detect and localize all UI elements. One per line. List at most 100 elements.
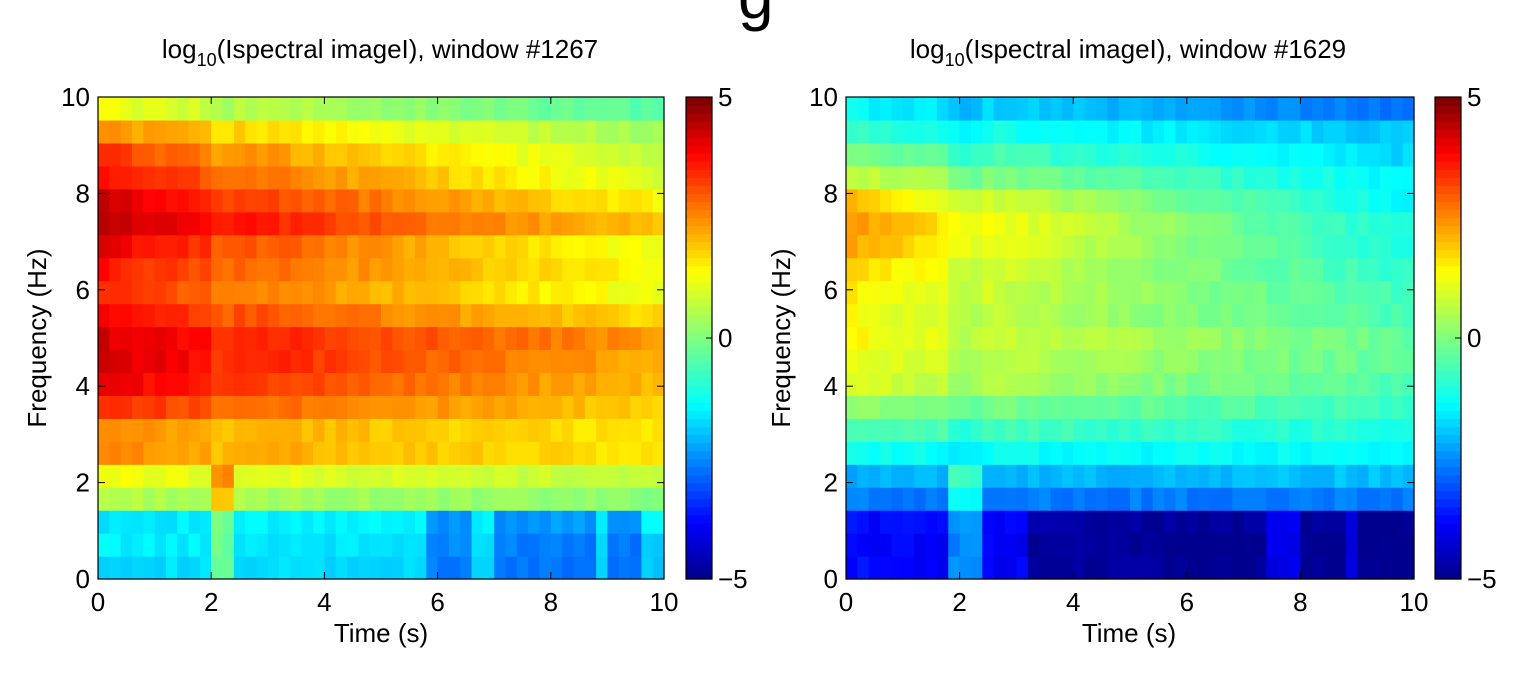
heatmap-cell bbox=[1039, 165, 1052, 190]
heatmap-cell bbox=[177, 97, 190, 121]
heatmap-cell bbox=[1368, 441, 1381, 465]
heatmap-cell bbox=[1334, 165, 1347, 190]
heatmap-cell bbox=[1027, 97, 1040, 121]
heatmap-cell bbox=[131, 395, 144, 419]
heatmap-cell bbox=[211, 280, 224, 305]
heatmap-cell bbox=[652, 97, 665, 121]
heatmap-cell bbox=[143, 165, 156, 190]
chart-title: log10(Ispectral imageI), window #1267 bbox=[162, 34, 598, 70]
heatmap-cell bbox=[528, 533, 541, 557]
heatmap-cell bbox=[505, 372, 518, 396]
x-axis-label: Time (s) bbox=[1082, 618, 1176, 648]
heatmap-cell bbox=[1311, 234, 1324, 259]
heatmap-cell bbox=[347, 303, 359, 328]
heatmap-cell bbox=[437, 119, 450, 144]
heatmap-cell bbox=[211, 441, 224, 465]
heatmap-cell bbox=[324, 441, 337, 465]
heatmap-cell bbox=[335, 165, 348, 190]
heatmap-cell bbox=[1334, 510, 1347, 534]
heatmap-cell bbox=[891, 188, 904, 213]
heatmap-cell bbox=[1323, 533, 1336, 557]
heatmap-cell bbox=[868, 165, 881, 190]
heatmap-cell bbox=[607, 211, 620, 236]
heatmap-cell bbox=[426, 97, 439, 121]
heatmap-cell bbox=[256, 119, 269, 144]
heatmap-cell bbox=[562, 349, 575, 374]
heatmap-cell bbox=[414, 418, 427, 442]
heatmap-cell bbox=[1073, 165, 1086, 190]
heatmap-cell bbox=[1379, 257, 1392, 282]
heatmap-cell bbox=[256, 464, 269, 488]
heatmap-cell bbox=[211, 556, 224, 580]
heatmap-cell bbox=[868, 510, 881, 534]
heatmap-cell bbox=[290, 349, 303, 374]
heatmap-cell bbox=[1039, 326, 1052, 351]
heatmap-cell bbox=[607, 441, 620, 465]
heatmap-cell bbox=[618, 165, 631, 190]
heatmap-cell bbox=[279, 556, 292, 580]
heatmap-cell bbox=[347, 395, 359, 419]
heatmap-cell bbox=[1152, 372, 1165, 396]
heatmap-cell bbox=[482, 395, 495, 419]
heatmap-cell bbox=[652, 464, 665, 488]
heatmap-cell bbox=[131, 418, 144, 442]
heatmap-cell bbox=[630, 556, 642, 580]
heatmap-cell bbox=[279, 464, 292, 488]
heatmap-cell bbox=[1141, 441, 1154, 465]
heatmap-cell bbox=[914, 165, 927, 190]
heatmap-cell bbox=[562, 556, 575, 580]
heatmap-cell bbox=[1345, 119, 1358, 144]
heatmap-cell bbox=[1073, 395, 1086, 419]
heatmap-cell bbox=[1209, 487, 1222, 511]
heatmap-cell bbox=[1209, 326, 1222, 351]
heatmap-cell bbox=[1402, 234, 1415, 259]
heatmap-cell bbox=[1311, 303, 1324, 328]
heatmap-cell bbox=[211, 234, 224, 259]
heatmap-cell bbox=[1050, 464, 1063, 488]
heatmap-cell bbox=[267, 211, 280, 236]
heatmap-cell bbox=[970, 510, 983, 534]
heatmap-cell bbox=[177, 487, 190, 511]
colorbar-segment bbox=[1435, 265, 1461, 275]
heatmap-cell bbox=[857, 349, 870, 374]
heatmap-cell bbox=[347, 441, 359, 465]
heatmap-cell bbox=[1289, 533, 1301, 557]
heatmap-cell bbox=[1345, 97, 1358, 121]
heatmap-cell bbox=[1186, 234, 1199, 259]
heatmap-cell bbox=[1164, 556, 1177, 580]
heatmap-cell bbox=[381, 165, 393, 190]
heatmap-cell bbox=[902, 372, 915, 396]
heatmap-cell bbox=[1198, 349, 1211, 374]
colorbar-segment bbox=[1435, 522, 1461, 532]
heatmap-cell bbox=[505, 119, 518, 144]
heatmap-cell bbox=[584, 372, 597, 396]
heatmap-cell bbox=[437, 211, 450, 236]
heatmap-cell bbox=[1107, 487, 1120, 511]
heatmap-cell bbox=[1050, 487, 1063, 511]
heatmap-cell bbox=[1289, 349, 1301, 374]
heatmap-cell bbox=[630, 533, 642, 557]
heatmap-cell bbox=[335, 533, 348, 557]
heatmap-cell bbox=[891, 487, 904, 511]
heatmap-cell bbox=[539, 211, 552, 236]
heatmap-cell bbox=[131, 372, 144, 396]
heatmap-cell bbox=[211, 487, 224, 511]
heatmap-cell bbox=[245, 188, 258, 213]
colorbar-segment bbox=[1435, 386, 1461, 395]
heatmap-cell bbox=[482, 533, 495, 557]
heatmap-cell bbox=[369, 188, 382, 213]
heatmap-cell bbox=[550, 349, 563, 374]
colorbar-segment bbox=[1435, 394, 1461, 403]
heatmap-cell bbox=[1300, 510, 1313, 534]
heatmap-cell bbox=[1152, 533, 1165, 557]
heatmap-cell bbox=[1391, 349, 1404, 374]
heatmap-cell bbox=[1402, 165, 1415, 190]
heatmap-cell bbox=[414, 165, 427, 190]
heatmap-cell bbox=[1357, 188, 1370, 213]
heatmap-cell bbox=[914, 257, 927, 282]
heatmap-cell bbox=[1061, 510, 1074, 534]
heatmap-cell bbox=[914, 211, 927, 236]
colorbar-segment bbox=[686, 241, 712, 251]
heatmap-cell bbox=[1266, 257, 1279, 282]
